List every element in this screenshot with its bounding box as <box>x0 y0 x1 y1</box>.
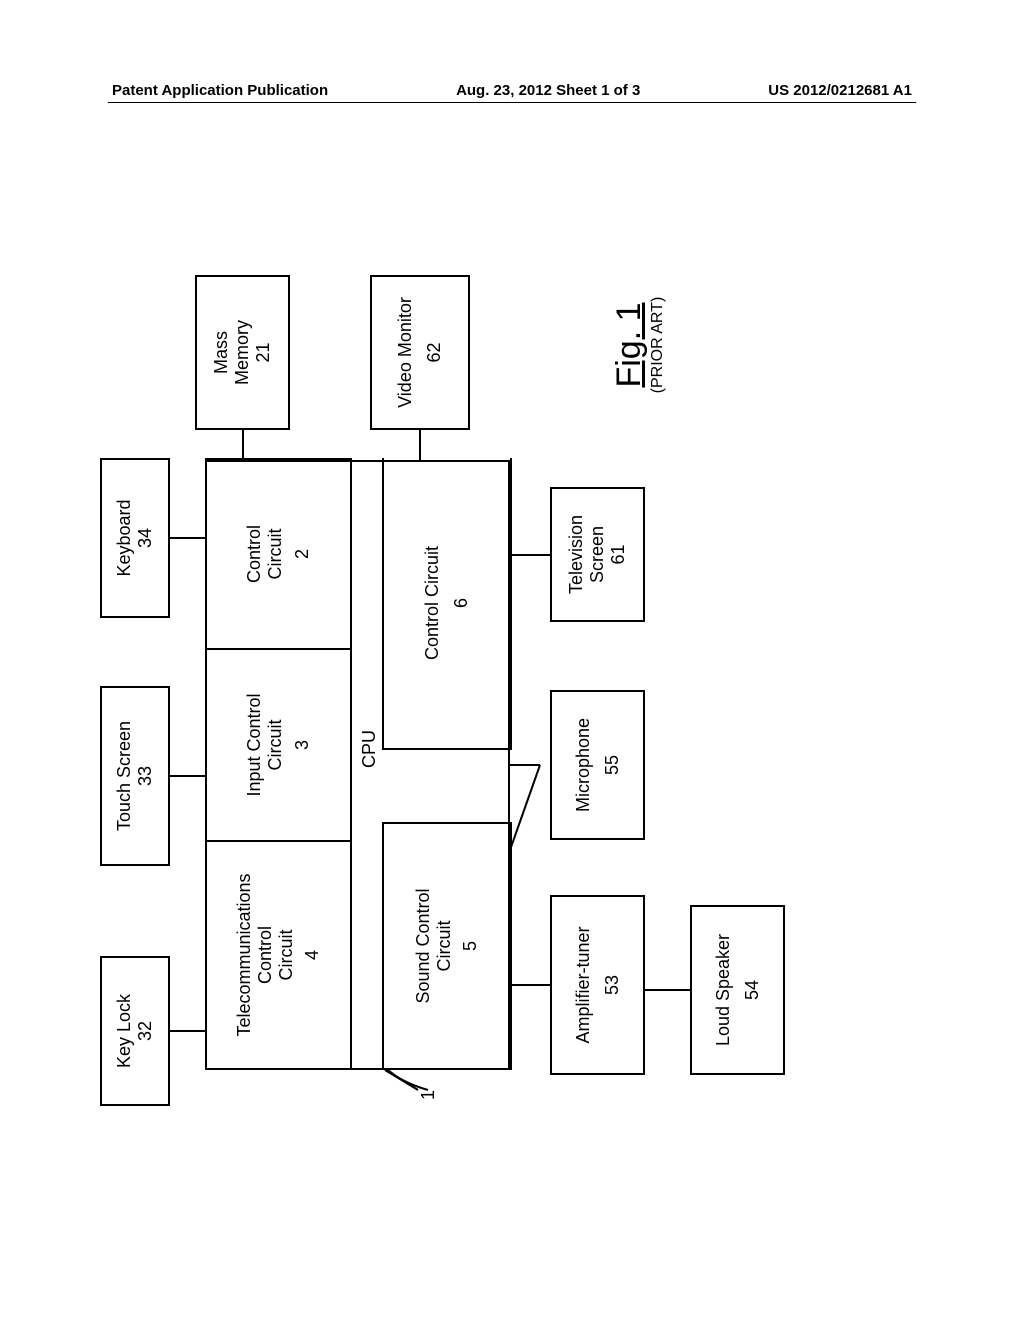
video-control-num: 6 <box>451 598 472 608</box>
input-control-label: Input Control Circuit <box>244 693 285 796</box>
header-right: US 2012/0212681 A1 <box>768 82 912 99</box>
sound-control-label: Sound Control Circuit <box>413 888 454 1003</box>
amplifier-num: 53 <box>602 975 623 995</box>
touch-screen-label: Touch Screen <box>114 721 135 831</box>
header-center: Aug. 23, 2012 Sheet 1 of 3 <box>456 82 640 99</box>
box-video-control: Control Circuit 6 <box>382 458 512 750</box>
box-amplifier: Amplifier-tuner 53 <box>550 895 645 1075</box>
block-diagram: Key Lock 32 Touch Screen 33 Keyboard 34 … <box>80 220 920 1130</box>
telecom-label: Telecommunications Control Circuit <box>234 873 296 1036</box>
box-touch-screen: Touch Screen 33 <box>100 686 170 866</box>
sound-control-num: 5 <box>460 941 481 951</box>
header-divider <box>108 102 916 103</box>
box-tv-screen: Television Screen 61 <box>550 487 645 622</box>
box-loud-speaker: Loud Speaker 54 <box>690 905 785 1075</box>
key-lock-label: Key Lock <box>114 994 135 1068</box>
microphone-label: Microphone <box>573 718 594 812</box>
microphone-num: 55 <box>602 755 623 775</box>
box-sound-control: Sound Control Circuit 5 <box>382 822 512 1070</box>
box-mass-memory: Mass Memory 21 <box>195 275 290 430</box>
box-microphone: Microphone 55 <box>550 690 645 840</box>
tv-screen-label: Television Screen <box>566 515 607 594</box>
mass-memory-num: 21 <box>253 342 274 362</box>
header-left: Patent Application Publication <box>112 82 328 99</box>
loud-speaker-label: Loud Speaker <box>713 934 734 1046</box>
telecom-num: 4 <box>302 950 323 960</box>
video-monitor-num: 62 <box>424 342 445 362</box>
figure-caption: Fig. 1 (PRIOR ART) <box>610 260 667 430</box>
video-monitor-label: Video Monitor <box>395 297 416 408</box>
loud-speaker-num: 54 <box>742 980 763 1000</box>
diagram-wrapper: Key Lock 32 Touch Screen 33 Keyboard 34 … <box>80 220 920 1130</box>
control-circuit-label: Control Circuit <box>244 525 285 583</box>
cpu-label: CPU <box>359 730 380 768</box>
keyboard-num: 34 <box>135 528 156 548</box>
keyboard-label: Keyboard <box>114 499 135 576</box>
box-video-monitor: Video Monitor 62 <box>370 275 470 430</box>
box-keyboard: Keyboard 34 <box>100 458 170 618</box>
box-telecom: Telecommunications Control Circuit 4 <box>205 840 352 1070</box>
cpu-outer: Telecommunications Control Circuit 4 Inp… <box>205 460 510 1070</box>
touch-screen-num: 33 <box>135 766 156 786</box>
box-key-lock: Key Lock 32 <box>100 956 170 1106</box>
ref-one: 1 <box>418 1090 439 1100</box>
figure-subtitle: (PRIOR ART) <box>649 260 667 430</box>
box-control-circuit: Control Circuit 2 <box>205 458 352 650</box>
figure-title: Fig. 1 <box>610 260 649 430</box>
input-control-num: 3 <box>292 740 313 750</box>
amplifier-label: Amplifier-tuner <box>573 926 594 1043</box>
box-input-control: Input Control Circuit 3 <box>205 648 352 842</box>
tv-screen-num: 61 <box>608 544 629 564</box>
control-circuit-num: 2 <box>292 549 313 559</box>
key-lock-num: 32 <box>135 1021 156 1041</box>
video-control-label: Control Circuit <box>422 546 443 660</box>
mass-memory-label: Mass Memory <box>211 320 252 385</box>
